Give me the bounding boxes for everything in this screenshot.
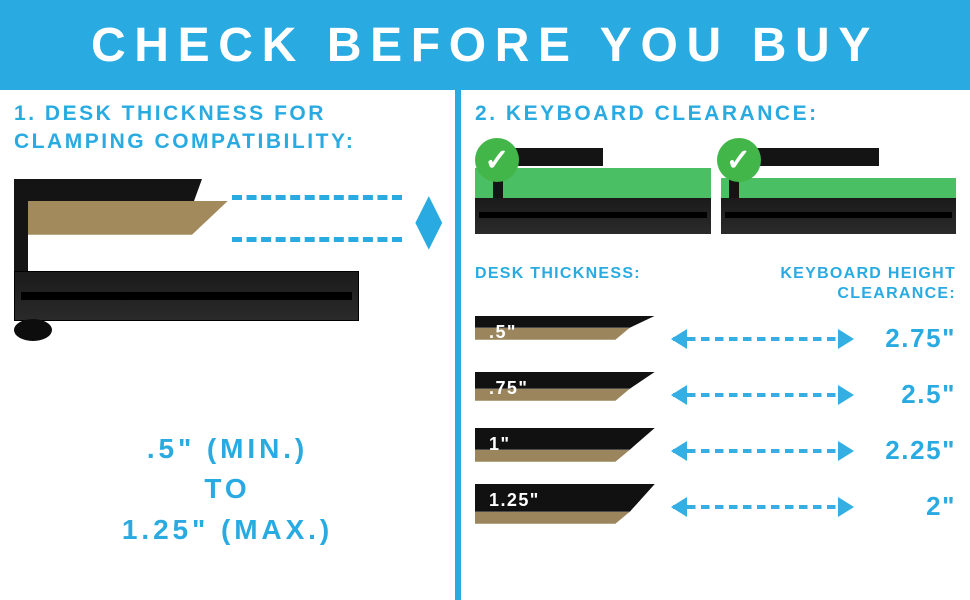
clamp-diagram: ▲ ▼ [14, 179, 441, 399]
desk-slab [28, 201, 228, 235]
guide-line-bottom [232, 237, 402, 242]
columns: 1. DESK THICKNESS FOR CLAMPING COMPATIBI… [0, 90, 970, 600]
thickness-swatch: 1.25" [475, 484, 665, 530]
thickness-swatch: 1" [475, 428, 665, 474]
thickness-value: .5" [489, 322, 517, 343]
thickness-swatch: .5" [475, 316, 665, 362]
tray-body [14, 271, 359, 321]
clamp-vertical [14, 201, 28, 271]
double-arrow-icon [673, 393, 852, 397]
range-to: TO [14, 469, 441, 510]
mini-clearance-zone [721, 178, 957, 198]
mini-tray [721, 198, 957, 234]
clearance-value: 2.25" [860, 435, 956, 466]
header-keyboard-clearance: KEYBOARD HEIGHT CLEARANCE: [780, 264, 956, 302]
clearance-value: 2.75" [860, 323, 956, 354]
panel-keyboard-clearance: 2. KEYBOARD CLEARANCE: ✓ ✓ DESK THICKNES… [461, 90, 970, 600]
thickness-value: 1" [489, 434, 510, 455]
range-min: .5" (MIN.) [14, 429, 441, 470]
double-arrow-icon [673, 337, 852, 341]
panel-desk-thickness: 1. DESK THICKNESS FOR CLAMPING COMPATIBI… [0, 90, 455, 600]
thickness-value: .75" [489, 378, 528, 399]
clamp-top-bar [14, 179, 194, 201]
header-desk-thickness: DESK THICKNESS: [475, 264, 641, 283]
banner: CHECK BEFORE YOU BUY [0, 0, 970, 90]
clearance-value: 2" [860, 491, 956, 522]
thickness-range: .5" (MIN.) TO 1.25" (MAX.) [14, 429, 441, 551]
double-arrow-icon [673, 449, 852, 453]
range-max: 1.25" (MAX.) [14, 510, 441, 551]
mini-tray [475, 198, 711, 234]
thickness-value: 1.25" [489, 490, 540, 511]
example-thin-desk: ✓ [475, 138, 711, 258]
adjust-knob [14, 319, 52, 341]
section-1-title: 1. DESK THICKNESS FOR CLAMPING COMPATIBI… [14, 100, 441, 157]
clearance-row: 1" 2.25" [475, 423, 956, 479]
clearance-row: .5" 2.75" [475, 311, 956, 367]
clearance-table: .5" 2.75" .75" 2.5" 1" 2.25" 1.25" 2" [475, 311, 956, 535]
banner-text: CHECK BEFORE YOU BUY [91, 18, 879, 73]
example-thick-desk: ✓ [721, 138, 957, 258]
clearance-row: .75" 2.5" [475, 367, 956, 423]
double-arrow-icon [673, 505, 852, 509]
clearance-examples: ✓ ✓ [475, 138, 956, 258]
thickness-arrow-icon: ▲ ▼ [406, 197, 452, 244]
thickness-swatch: .75" [475, 372, 665, 418]
guide-line-top [232, 195, 402, 200]
column-headers: DESK THICKNESS: KEYBOARD HEIGHT CLEARANC… [475, 264, 956, 302]
clearance-value: 2.5" [860, 379, 956, 410]
clearance-row: 1.25" 2" [475, 479, 956, 535]
check-icon: ✓ [717, 138, 761, 182]
section-2-title: 2. KEYBOARD CLEARANCE: [475, 100, 956, 128]
